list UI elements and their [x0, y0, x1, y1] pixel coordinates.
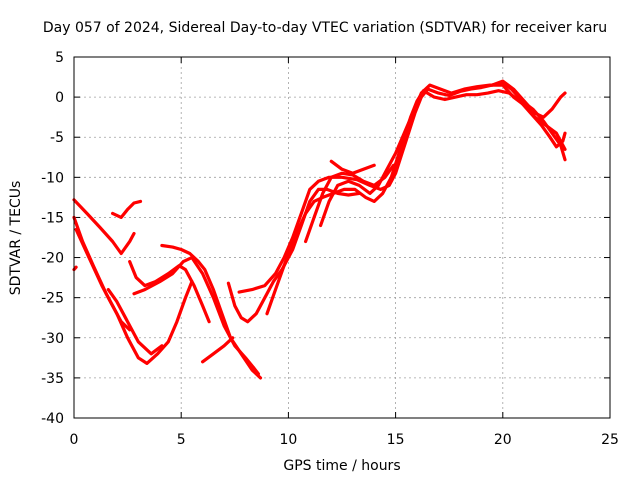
y-tick-label: -5: [50, 130, 64, 146]
x-axis-label: GPS time / hours: [283, 458, 400, 474]
series-line-sat-j: [226, 187, 361, 324]
series-line-sat-d: [74, 227, 132, 332]
y-tick-label: -15: [41, 210, 64, 226]
y-tick-label: -10: [41, 170, 64, 186]
x-tick-label: 15: [387, 432, 405, 448]
series-line-sat-n: [319, 83, 567, 228]
x-tick-label: 5: [177, 432, 186, 448]
x-tick-label: 25: [601, 432, 619, 448]
series-line-sat-p: [490, 79, 567, 119]
series-line-sat-h: [160, 243, 263, 380]
y-axis-label: SDTVAR / TECUs: [8, 181, 24, 296]
series-line-sat-e: [106, 288, 164, 356]
y-tick-labels: 5 0 -5 -10 -15 -20 -25 -30 -35 -40: [41, 50, 64, 427]
plot-frame: [73, 56, 611, 419]
series-line-sat-l: [265, 89, 567, 316]
y-tick-label: -30: [41, 331, 64, 347]
series-line-sat-f: [128, 260, 211, 324]
y-tick-label: 5: [55, 50, 64, 66]
series-line-sat-m: [304, 163, 396, 244]
y-tick-label: -25: [41, 291, 64, 307]
y-tick-label: 0: [55, 90, 64, 106]
x-tick-label: 0: [70, 432, 79, 448]
y-tick-label: -40: [41, 411, 64, 427]
series-group: [72, 79, 567, 380]
series-line-sat-c: [72, 215, 194, 365]
x-tick-labels: 0 5 10 15 20 25: [70, 432, 619, 448]
series-line-sat-i: [201, 336, 235, 364]
chart-title: Day 057 of 2024, Sidereal Day-to-day VTE…: [43, 20, 607, 36]
series-line-sat-a: [72, 198, 136, 256]
series-line-sat-b: [111, 199, 143, 219]
y-tick-label: -20: [41, 251, 64, 267]
x-tick-label: 20: [494, 432, 512, 448]
x-tick-label: 10: [279, 432, 297, 448]
y-tick-label: -35: [41, 371, 64, 387]
series-line-sat-o: [329, 159, 376, 175]
